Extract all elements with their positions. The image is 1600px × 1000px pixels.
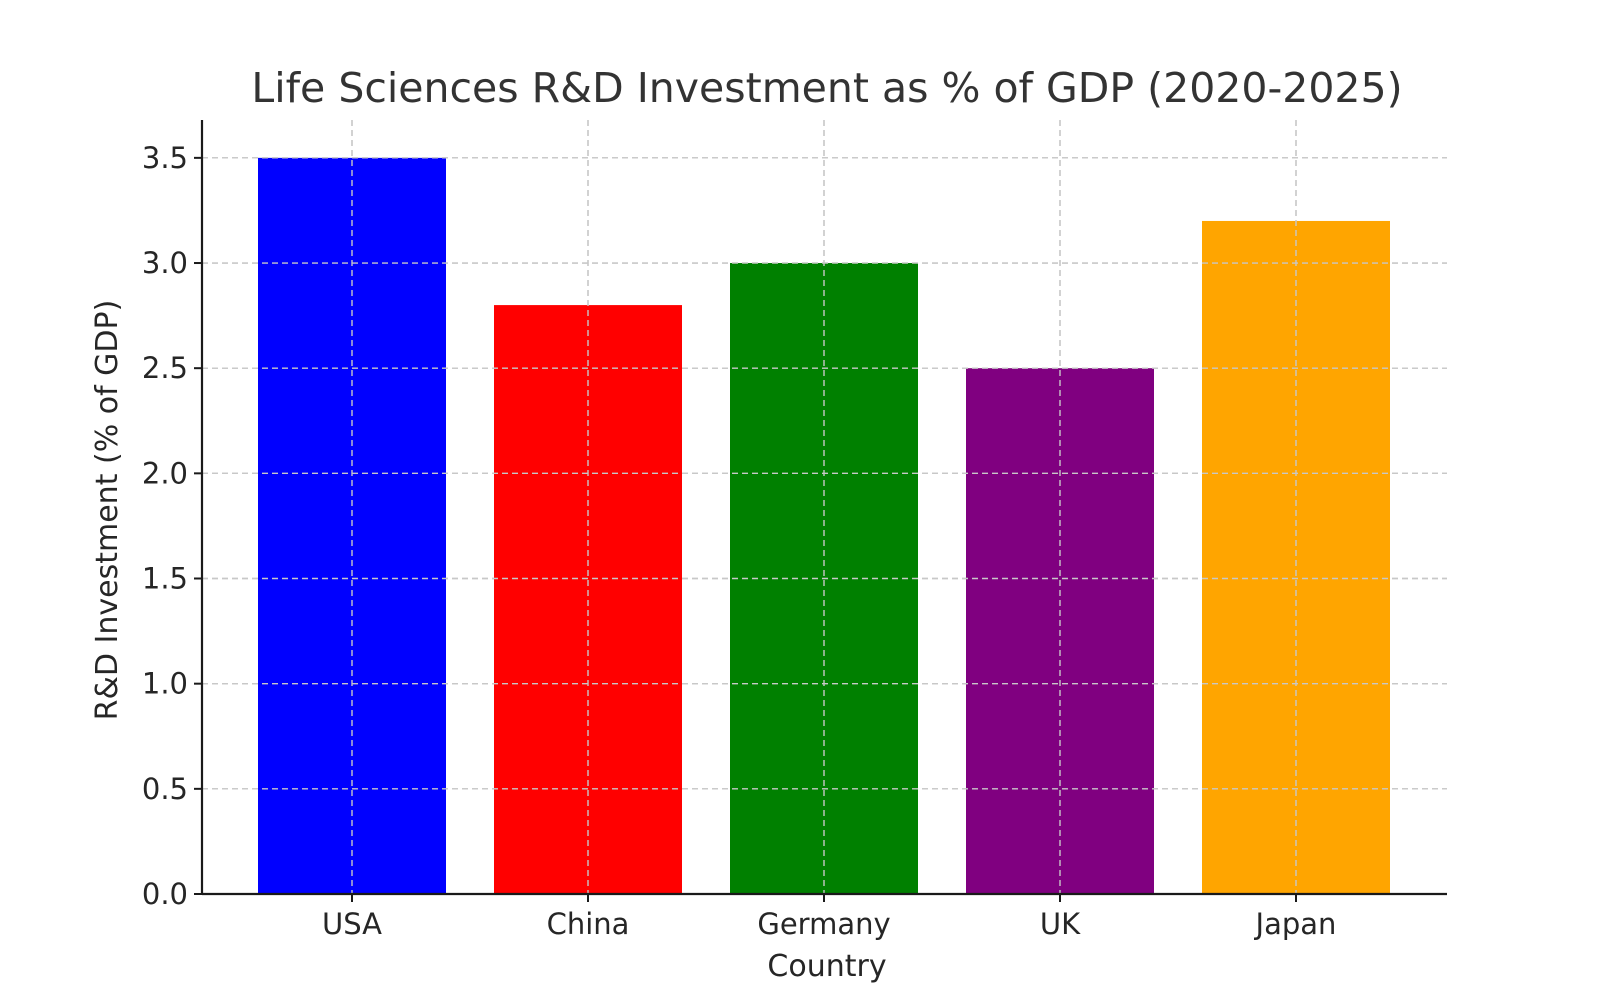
y-tick-label: 2.0: [142, 456, 188, 490]
y-tick-label: 0.0: [142, 877, 188, 911]
x-tick-label: Japan: [1254, 907, 1337, 941]
axes: [194, 120, 1447, 902]
x-tick-label: USA: [322, 907, 382, 941]
x-axis-title: Country: [767, 949, 886, 984]
x-tick-label: Germany: [757, 907, 890, 941]
y-tick-label: 1.0: [142, 667, 188, 701]
y-tick-label: 1.5: [142, 562, 188, 596]
y-tick-label: 0.5: [142, 772, 188, 806]
x-tick-label: China: [547, 907, 630, 941]
y-tick-label: 3.0: [142, 246, 188, 280]
tick-labels: 0.0 0.5 1.0 1.5 2.0 2.5 3.0 3.5 USA China Germany U…: [142, 141, 1337, 941]
y-tick-label: 3.5: [142, 141, 188, 175]
y-tick-label: 2.5: [142, 351, 188, 385]
y-axis-title: R&D Investment (% of GDP): [90, 300, 125, 721]
chart-title: Life Sciences R&D Investment as % of GDP…: [251, 64, 1402, 112]
x-tick-label: UK: [1040, 907, 1081, 941]
